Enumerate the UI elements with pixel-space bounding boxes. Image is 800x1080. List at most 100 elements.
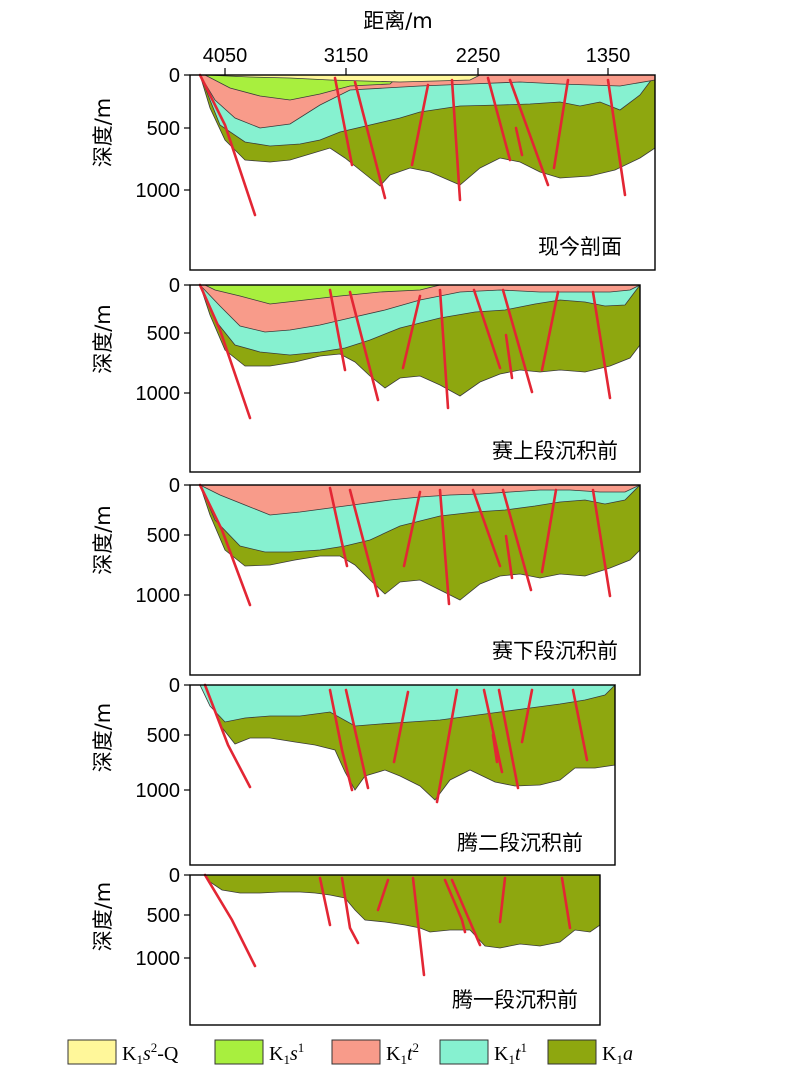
distance-tick-label: 4050	[203, 45, 248, 67]
fault-line	[198, 73, 257, 217]
fault-line	[606, 78, 627, 197]
y-axis-title: 深度/m	[91, 703, 115, 773]
legend-label: K1t2	[386, 1040, 419, 1067]
fault-line	[497, 688, 520, 790]
fault-line	[520, 688, 534, 744]
depth-tick-label: 0	[169, 475, 180, 497]
y-axis-title: 深度/m	[91, 98, 115, 168]
fault-line	[348, 488, 380, 598]
panel-before-upper-saihantala: 0 500 1000 深度/m 赛上段沉积前	[91, 275, 641, 473]
fault-line	[560, 876, 572, 930]
distance-tick-label: 3150	[324, 45, 369, 67]
fault-line	[472, 288, 502, 370]
fault-line	[501, 488, 533, 592]
fault-line	[591, 290, 612, 400]
depth-tick-label: 0	[169, 675, 180, 697]
fault-line	[491, 733, 499, 764]
fault-line	[333, 76, 354, 167]
panel-frame	[189, 684, 616, 866]
y-axis-title: 深度/m	[91, 882, 115, 952]
fault-line	[318, 876, 332, 927]
fault-line	[514, 126, 524, 157]
fault-line	[438, 488, 451, 606]
fault-line	[486, 76, 512, 162]
depth-tick-label: 500	[147, 725, 180, 747]
stratum-k1s1	[204, 284, 441, 305]
fault-line	[344, 688, 370, 790]
fault-line	[402, 490, 422, 568]
fault-line	[571, 688, 589, 762]
depth-tick-label: 0	[169, 275, 180, 297]
fault-line	[540, 488, 558, 574]
fault-line	[498, 876, 507, 924]
depth-tick-label: 1000	[136, 180, 181, 202]
fault-line	[508, 78, 550, 187]
y-axis-title: 深度/m	[91, 505, 115, 575]
panel-frame	[189, 484, 641, 676]
legend-swatch	[214, 1039, 264, 1065]
fault-line	[198, 483, 252, 607]
depth-tick-label: 1000	[136, 383, 181, 405]
legend-swatch	[547, 1039, 597, 1065]
fault-line	[591, 488, 612, 598]
fault-line	[443, 878, 467, 934]
stratum-k1a	[204, 874, 601, 949]
panel-before-teng2: 0 500 1000 深度/m 腾二段沉积前	[91, 675, 616, 866]
fault-line	[328, 486, 349, 568]
fault-line	[504, 333, 514, 380]
panel-before-lower-saihantala: 0 500 1000 深度/m 赛下段沉积前	[91, 475, 641, 676]
fault-line	[471, 488, 502, 568]
legend-label: K1t1	[494, 1040, 527, 1067]
fault-line	[353, 80, 387, 200]
fault-line	[450, 78, 462, 202]
panel-frame	[189, 874, 601, 1026]
panel-label: 现今剖面	[538, 235, 622, 259]
fault-line	[340, 876, 360, 945]
depth-tick-label: 500	[147, 118, 180, 140]
legend: K1s2-Q K1s1 K1t2 K1t1 K1a	[67, 1039, 633, 1067]
stratum-k1t1	[199, 684, 616, 727]
legend-label: K1s1	[269, 1040, 304, 1067]
fault-line	[348, 290, 380, 402]
legend-swatch	[67, 1039, 117, 1065]
fault-line	[328, 288, 347, 372]
distance-tick-label: 1350	[586, 45, 631, 67]
legend-label: K1a	[602, 1043, 633, 1067]
x-axis-title: 距离/m	[363, 9, 433, 33]
panel-label: 赛上段沉积前	[492, 439, 618, 463]
distance-tick-label: 2250	[456, 45, 501, 67]
fault-line	[203, 683, 252, 789]
stratum-k1t2	[199, 484, 641, 516]
fault-line	[376, 878, 390, 912]
panel-label: 腾二段沉积前	[457, 831, 583, 855]
depth-tick-label: 1000	[136, 780, 181, 802]
depth-tick-label: 1000	[136, 585, 181, 607]
fault-line	[540, 290, 560, 372]
fault-line	[392, 690, 410, 764]
depth-tick-label: 0	[169, 65, 180, 87]
fault-line	[198, 283, 252, 420]
fault-line	[450, 878, 482, 947]
fault-line	[411, 876, 426, 977]
panel-label: 赛下段沉积前	[492, 639, 618, 663]
panel-present: 0 500 1000 深度/m 现今剖面	[91, 65, 656, 271]
depth-tick-label: 1000	[136, 948, 181, 970]
stratum-k1s2-q	[204, 74, 481, 83]
legend-swatch	[439, 1039, 489, 1065]
fault-line	[504, 534, 514, 580]
fault-line	[203, 873, 257, 968]
fault-line	[552, 78, 570, 170]
x-axis: 距离/m 4050 3150 2250 1350	[203, 9, 631, 75]
depth-tick-label: 500	[147, 905, 180, 927]
panel-frame	[189, 74, 656, 271]
fault-line	[438, 288, 450, 410]
panel-before-teng1: 0 500 1000 深度/m 腾一段沉积前	[91, 865, 601, 1026]
fault-line	[401, 294, 422, 370]
fault-line	[435, 688, 459, 804]
legend-swatch	[331, 1039, 381, 1065]
panel-frame	[189, 284, 641, 473]
legend-label: K1s2-Q	[122, 1040, 179, 1067]
panel-label: 腾一段沉积前	[452, 988, 578, 1012]
fault-line	[482, 688, 504, 774]
